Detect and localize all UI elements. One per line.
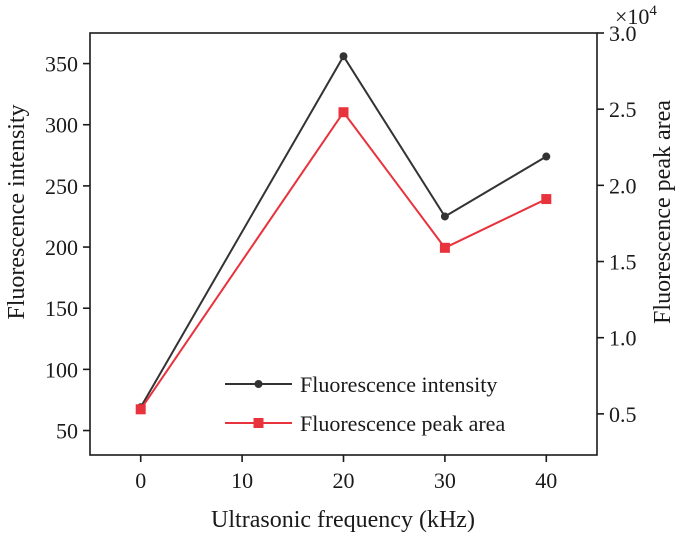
y2-multiplier-base: ×10	[615, 4, 649, 29]
series-line-2	[139, 110, 547, 410]
x-axis-title: Ultrasonic frequency (kHz)	[211, 507, 475, 533]
x-tick-label: 40	[535, 468, 557, 493]
legend-marker-2	[253, 418, 264, 428]
series-line-1	[139, 54, 547, 408]
y2-multiplier: ×104	[615, 3, 657, 29]
legend-label-2: Fluorescence peak area	[300, 411, 505, 436]
x-tick-label: 0	[135, 468, 146, 493]
y2-multiplier-exponent: 4	[649, 3, 657, 19]
y-tick-label: 100	[45, 357, 78, 382]
series-layer	[135, 52, 552, 415]
y2-axis-title: Fluorescence peak area	[650, 100, 676, 324]
y2-tick-label: 0.5	[609, 402, 637, 427]
data-point	[440, 212, 449, 221]
y-tick-label: 350	[45, 52, 78, 77]
axes-layer: 0 10 20 30 40 50 100 150 200 250 300 350 0.5 1.0 1.5 2.…	[45, 21, 637, 493]
y2-tick-label: 1.0	[609, 326, 637, 351]
y2-tick-label: 3.0	[609, 21, 637, 46]
data-point	[338, 107, 349, 118]
y2-tick-label: 2.0	[609, 173, 637, 198]
y2-tick-label: 1.5	[609, 250, 637, 275]
x-tick-label: 20	[333, 468, 355, 493]
y-tick-label: 150	[45, 296, 78, 321]
text-layer: Ultrasonic frequency (kHz) Fluorescence …	[4, 3, 676, 533]
y2-tick-label: 2.5	[609, 97, 637, 122]
y-tick-label: 250	[45, 174, 78, 199]
x-tick-label: 30	[434, 468, 456, 493]
data-point	[541, 194, 552, 205]
legend-marker-1	[254, 380, 263, 388]
data-point	[542, 152, 551, 161]
data-point	[439, 242, 450, 253]
y-axis-title: Fluorescence intensity	[4, 104, 30, 319]
legend-label-1: Fluorescence intensity	[300, 372, 497, 397]
legend: Fluorescence intensity Fluorescence peak …	[225, 372, 505, 436]
y-tick-label: 300	[45, 113, 78, 138]
y-tick-label: 200	[45, 235, 78, 260]
x-tick-label: 10	[231, 468, 253, 493]
data-point	[135, 404, 146, 415]
data-point	[339, 52, 348, 61]
y-tick-label: 50	[56, 419, 78, 444]
